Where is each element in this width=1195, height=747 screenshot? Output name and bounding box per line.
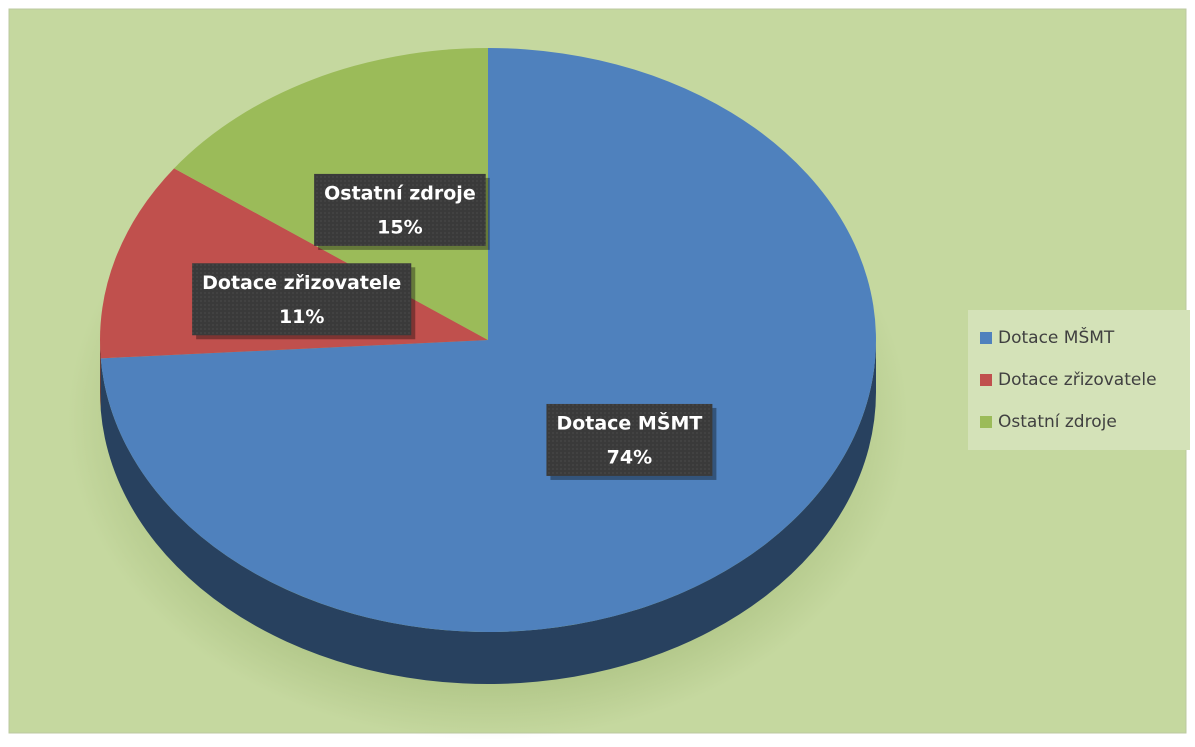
- label-value: 15%: [377, 216, 422, 238]
- label-value: 74%: [607, 446, 652, 468]
- label-box: [314, 173, 486, 246]
- label-box: [546, 403, 713, 476]
- legend-swatch: [980, 374, 992, 386]
- label-category: Dotace zřizovatele: [202, 272, 401, 294]
- legend: [968, 310, 1190, 450]
- label-category: Ostatní zdroje: [324, 182, 476, 204]
- pie-side: [100, 340, 101, 411]
- legend-swatch: [980, 416, 992, 428]
- legend-label: Ostatní zdroje: [998, 412, 1117, 432]
- legend-items: Dotace MŠMT Dotace zřizovatele Ostatní zdr…: [980, 326, 1157, 432]
- data-label: Dotace MŠMT 74%: [546, 403, 717, 480]
- label-box: [192, 263, 412, 336]
- label-category: Dotace MŠMT: [556, 410, 702, 434]
- legend-swatch: [980, 332, 992, 344]
- pie-slice: [100, 48, 877, 632]
- label-value: 11%: [279, 306, 324, 328]
- legend-label: Dotace MŠMT: [998, 326, 1115, 348]
- pie-side: [100, 340, 877, 684]
- data-label: Dotace zřizovatele 11%: [192, 263, 416, 340]
- pie: [100, 47, 877, 684]
- data-labels: Dotace MŠMT 74% Dotace zřizovatele 11% Ostat…: [192, 173, 717, 480]
- legend-label: Dotace zřizovatele: [998, 370, 1157, 390]
- data-label: Ostatní zdroje 15%: [314, 173, 490, 250]
